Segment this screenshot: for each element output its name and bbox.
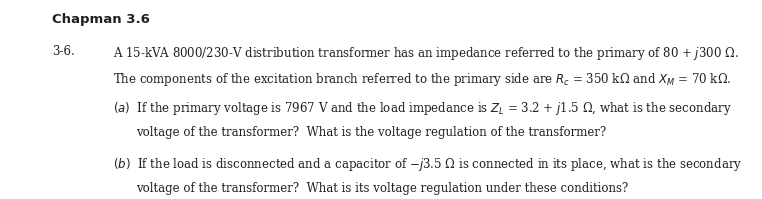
Text: $(a)$  If the primary voltage is 7967 V and the load impedance is $Z_L$ = 3.2 + : $(a)$ If the primary voltage is 7967 V a… [113, 100, 732, 117]
Text: A 15-kVA 8000/230-V distribution transformer has an impedance referred to the pr: A 15-kVA 8000/230-V distribution transfo… [113, 45, 738, 62]
Text: voltage of the transformer?  What is the voltage regulation of the transformer?: voltage of the transformer? What is the … [136, 126, 606, 139]
Text: Chapman 3.6: Chapman 3.6 [52, 13, 149, 26]
Text: The components of the excitation branch referred to the primary side are $R_c$ =: The components of the excitation branch … [113, 71, 732, 88]
Text: 3-6.: 3-6. [52, 45, 75, 58]
Text: voltage of the transformer?  What is its voltage regulation under these conditio: voltage of the transformer? What is its … [136, 182, 628, 195]
Text: $(b)$  If the load is disconnected and a capacitor of −$j$3.5 Ω is connected in : $(b)$ If the load is disconnected and a … [113, 156, 742, 173]
